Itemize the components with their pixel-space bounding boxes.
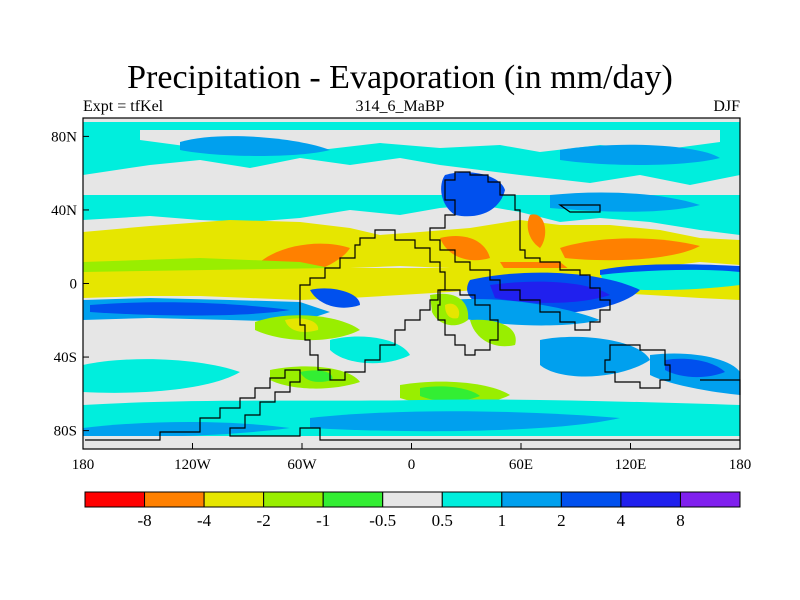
colorbar-swatch	[560, 491, 622, 508]
lon-tick-label: 180	[729, 457, 752, 473]
colorbar-label: -1	[316, 511, 330, 530]
colorbar-swatch	[679, 491, 741, 508]
colorbar-legend: -8 -4 -2 -1 -0.5 0.5 1 2 4 8	[84, 491, 741, 530]
colorbar-swatch	[620, 491, 681, 508]
colorbar-swatch	[144, 491, 205, 508]
colorbar-swatch	[322, 491, 384, 508]
map-title: Precipitation - Evaporation (in mm/day)	[127, 59, 673, 96]
colorbar-label: -2	[257, 511, 271, 530]
lat-axis: 80N 40N 0 40S 80S	[51, 129, 89, 440]
lon-tick-label: 180	[72, 457, 95, 473]
colorbar-label: 4	[617, 511, 626, 530]
colorbar-label: -4	[197, 511, 212, 530]
colorbar-label: 8	[676, 511, 685, 530]
colorbar-swatch	[84, 491, 146, 508]
lat-tick-label: 40N	[51, 203, 77, 219]
lon-tick-label: 120W	[174, 457, 212, 473]
lon-tick-label: 0	[408, 457, 416, 473]
lon-tick-label: 60W	[287, 457, 317, 473]
coastlines	[85, 171, 741, 441]
lon-tick-label: 60E	[509, 457, 533, 473]
colorbar-swatch	[441, 491, 503, 508]
period-label: 314_6_MaBP	[355, 98, 445, 115]
colorbar-swatch	[382, 491, 443, 508]
lat-tick-label: 0	[70, 277, 78, 293]
colorbar-label: 1	[498, 511, 507, 530]
map-panel	[82, 117, 741, 450]
colorbar-label: -0.5	[369, 511, 396, 530]
lon-tick-label: 120E	[615, 457, 647, 473]
lon-axis: 180 120W 60W 0 60E 120E 180	[72, 443, 752, 473]
colorbar-swatch	[263, 491, 324, 508]
season-label: DJF	[713, 98, 740, 115]
colorbar-label: 2	[557, 511, 566, 530]
lat-tick-label: 80N	[51, 129, 77, 145]
lat-tick-label: 80S	[54, 424, 77, 440]
experiment-label: Expt = tfKel	[83, 98, 164, 115]
colorbar-swatch	[203, 491, 265, 508]
lat-tick-label: 40S	[54, 350, 77, 366]
colorbar-swatch	[501, 491, 562, 508]
colorbar-label: -8	[137, 511, 151, 530]
colorbar-label: 0.5	[432, 511, 453, 530]
